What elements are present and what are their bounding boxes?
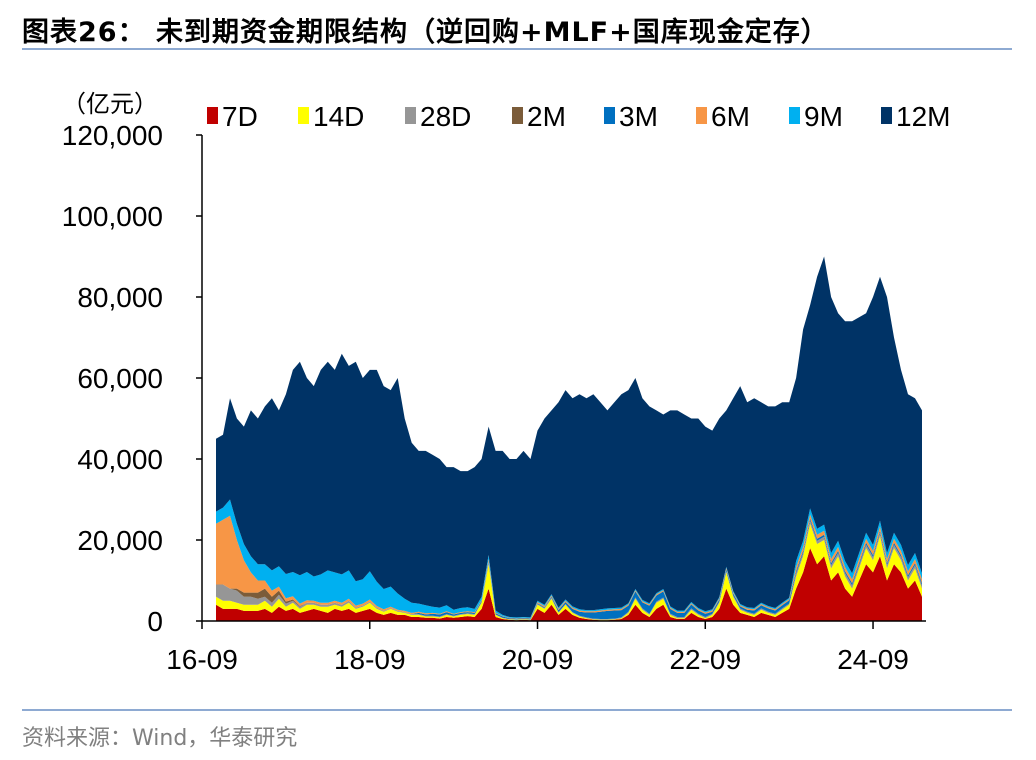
source-note: 资料来源：Wind，华泰研究 xyxy=(22,726,298,751)
y-tick-label: 20,000 xyxy=(77,525,163,556)
x-tick-labels: 16-09 18-09 20-09 22-09 24-09 xyxy=(166,644,909,675)
y-tick-label: 0 xyxy=(147,606,163,637)
legend-swatch xyxy=(405,107,416,124)
legend-swatch xyxy=(512,107,523,124)
legend-swatch xyxy=(298,107,309,124)
y-tick-label: 100,000 xyxy=(62,201,163,232)
legend-item-3M: 3M xyxy=(604,101,658,132)
x-tick-label: 18-09 xyxy=(334,644,406,675)
x-tick-label: 16-09 xyxy=(166,644,238,675)
legend-item-7D: 7D xyxy=(207,101,258,132)
legend-label: 2M xyxy=(527,101,566,132)
axes xyxy=(196,134,926,629)
legend-label: 28D xyxy=(420,101,471,132)
legend-item-12M: 12M xyxy=(881,101,950,132)
legend-label: 3M xyxy=(619,101,658,132)
legend-label: 6M xyxy=(711,101,750,132)
legend-item-14D: 14D xyxy=(298,101,364,132)
legend-swatch xyxy=(604,107,615,124)
chart-title: 图表26： 未到期资金期限结构（逆回购+MLF+国库现金定存） xyxy=(22,17,829,48)
y-tick-label: 120,000 xyxy=(62,120,163,151)
area-series-14D xyxy=(216,523,922,621)
x-tick-label: 20-09 xyxy=(502,644,574,675)
legend-swatch xyxy=(881,107,892,124)
x-tick-label: 24-09 xyxy=(837,644,909,675)
legend-item-6M: 6M xyxy=(696,101,750,132)
legend-label: 12M xyxy=(896,101,950,132)
legend-swatch xyxy=(696,107,707,124)
y-tick-label: 40,000 xyxy=(77,444,163,475)
y-tick-labels: 0 20,000 40,000 60,000 80,000 100,000 120,000 xyxy=(62,120,163,637)
footer-divider xyxy=(22,709,1012,711)
legend-label: 9M xyxy=(804,101,843,132)
area-series-9M xyxy=(216,499,922,619)
legend: 7D 14D 28D 2M 3M 6M 9M 12M xyxy=(207,101,950,132)
legend-item-28D: 28D xyxy=(405,101,471,132)
y-tick-label: 60,000 xyxy=(77,363,163,394)
legend-item-2M: 2M xyxy=(512,101,566,132)
y-axis-unit-label: （亿元） xyxy=(62,90,158,118)
legend-label: 14D xyxy=(313,101,364,132)
legend-swatch xyxy=(207,107,218,124)
area-series-7D xyxy=(216,548,922,621)
y-tick-label: 80,000 xyxy=(77,282,163,313)
legend-label: 7D xyxy=(222,101,258,132)
area-series-12M xyxy=(216,256,922,618)
title-divider xyxy=(22,48,1012,50)
legend-item-9M: 9M xyxy=(789,101,843,132)
series-areas xyxy=(216,256,922,621)
x-tick-label: 22-09 xyxy=(669,644,741,675)
legend-swatch xyxy=(789,107,800,124)
